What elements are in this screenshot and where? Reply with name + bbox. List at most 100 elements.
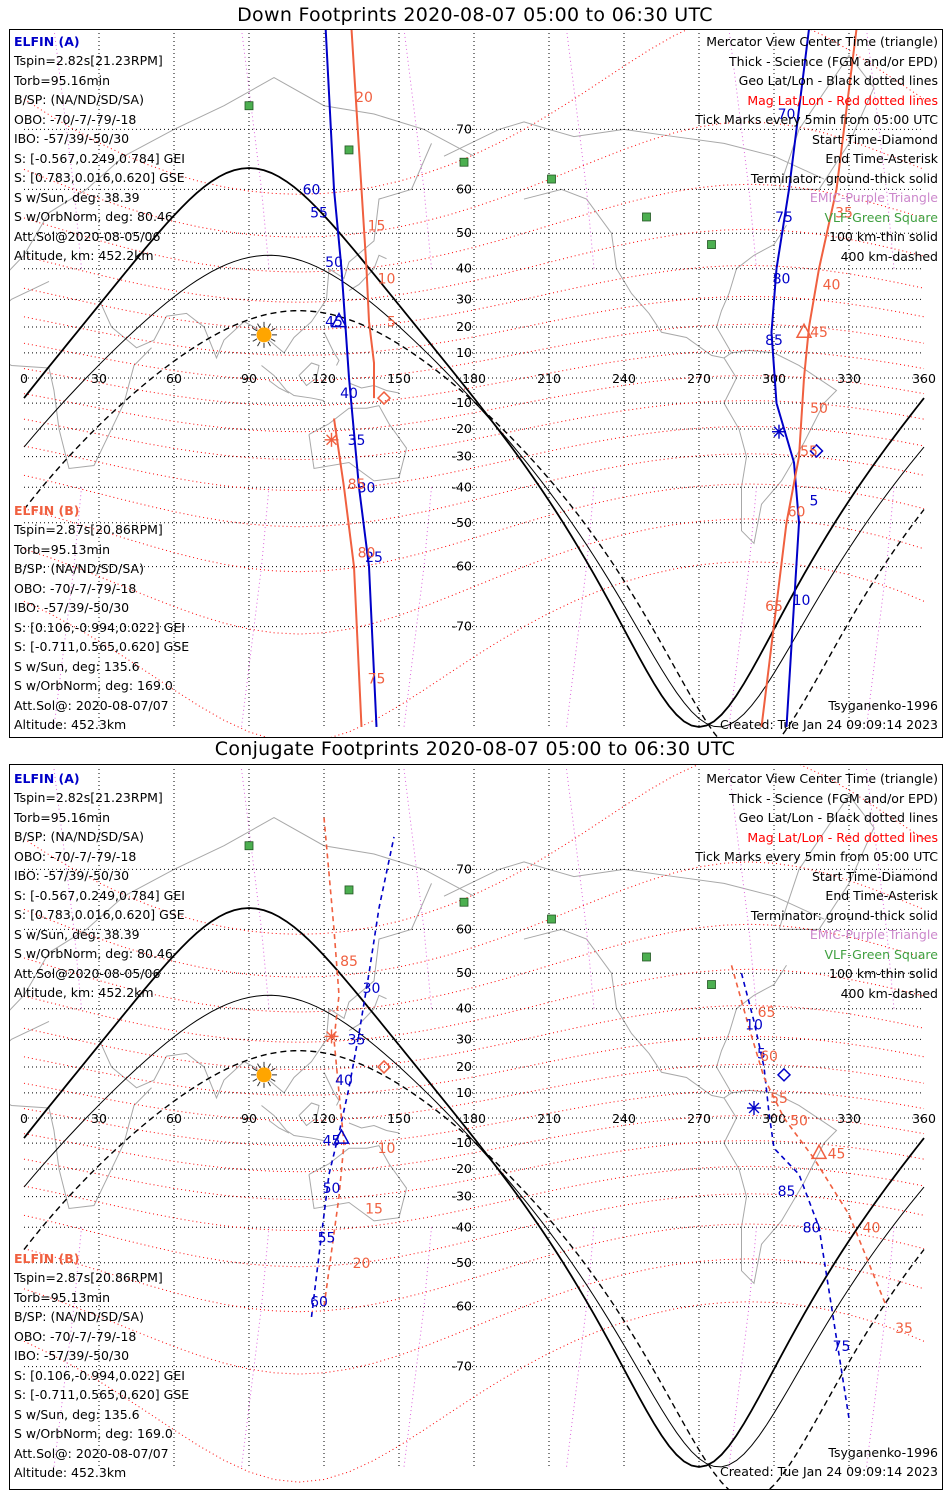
coastline bbox=[348, 994, 387, 1031]
track-time-label: 65 bbox=[765, 599, 783, 615]
lat-tick-label: 30 bbox=[456, 1031, 472, 1046]
track-time-label: 5 bbox=[757, 1046, 766, 1062]
coastline bbox=[723, 1089, 838, 1285]
vlf-station bbox=[547, 914, 556, 924]
lon-tick-label: 120 bbox=[312, 1111, 336, 1126]
lon-tick-label: 360 bbox=[912, 1111, 936, 1126]
legend-item: VLF-Green Square bbox=[824, 946, 938, 962]
lon-tick-label: 150 bbox=[387, 1111, 411, 1126]
lat-tick-label: 40 bbox=[456, 1001, 472, 1016]
lat-tick-label: -60 bbox=[452, 1299, 472, 1314]
coastline bbox=[323, 332, 340, 366]
legend-item: Mercator View Center Time (triangle) bbox=[706, 34, 938, 49]
coastline bbox=[348, 254, 387, 291]
coastline bbox=[268, 380, 290, 394]
probe-a-track bbox=[324, 30, 378, 728]
legend-item: EMIC-Purple Triangle bbox=[809, 927, 938, 942]
lat-tick-label: 60 bbox=[456, 921, 472, 936]
lat-tick-label: 40 bbox=[456, 261, 472, 276]
start-time-diamond bbox=[376, 1059, 392, 1075]
mag-grid bbox=[23, 30, 925, 737]
probe-a-name: ELFIN (A) bbox=[14, 34, 80, 49]
info-line: Att.Sol@2020-08-05/06 bbox=[14, 965, 161, 981]
mag-parallel bbox=[23, 374, 925, 433]
coastline bbox=[778, 794, 875, 930]
end-time-asterisk bbox=[324, 1029, 339, 1044]
terminator-ground bbox=[23, 907, 925, 1468]
legend-item: 400 km-dashed bbox=[840, 985, 938, 1001]
coastline bbox=[261, 365, 325, 402]
lat-tick-label: -30 bbox=[452, 1189, 472, 1204]
coastline bbox=[778, 54, 875, 190]
terminator-400km bbox=[23, 309, 925, 737]
track-time-label: 10 bbox=[378, 271, 396, 287]
track-time-label: 30 bbox=[363, 981, 381, 997]
info-line: B/SP: (NA/ND/SD/SA) bbox=[14, 92, 144, 107]
mag-parallel bbox=[23, 295, 925, 356]
track-time-label: 35 bbox=[348, 1032, 366, 1048]
lon-tick-label: 180 bbox=[462, 371, 486, 386]
model-label: Tsyganenko-1996 bbox=[828, 698, 938, 713]
info-line: S: [0.783,0.016,0.620] GSE bbox=[14, 170, 185, 185]
mag-parallel bbox=[23, 968, 925, 1043]
info-line: S: [-0.711,0.565,0.620] GSE bbox=[14, 639, 190, 654]
view-center-triangle bbox=[333, 1128, 350, 1144]
start-time-diamond bbox=[809, 443, 824, 459]
track-time-label: 85 bbox=[348, 477, 366, 493]
track-time-label: 15 bbox=[365, 1201, 383, 1217]
asterisk-stroke bbox=[773, 426, 785, 438]
mag-parallel bbox=[23, 1140, 925, 1201]
track-time-label: 55 bbox=[770, 1091, 788, 1107]
track-time-label: 75 bbox=[775, 210, 793, 226]
info-line: B/SP: (NA/ND/SD/SA) bbox=[14, 561, 144, 576]
legend-item: Thick - Science (FGM and/or EPD) bbox=[729, 53, 938, 69]
track-time-label: 75 bbox=[368, 671, 386, 687]
sun-ray bbox=[257, 1081, 261, 1087]
legend-item: Start Time-Diamond bbox=[811, 131, 938, 147]
sun-ray bbox=[270, 1078, 276, 1082]
map-canvas: 0 30 60 90 120 150 180 210 240 270 300 330 360 70 60 50… bbox=[10, 765, 936, 1489]
track-time-label: 10 bbox=[378, 1141, 396, 1157]
legend-item: 100 km-thin solid bbox=[829, 966, 938, 981]
lat-tick-label: 30 bbox=[456, 291, 472, 306]
mag-parallel bbox=[23, 400, 925, 461]
sun-ray bbox=[270, 338, 276, 342]
track-time-label: 65 bbox=[758, 1005, 776, 1021]
info-line: Torb=95.13min bbox=[14, 541, 111, 557]
sun-ray bbox=[252, 327, 258, 332]
info-line: Att.Sol@: 2020-08-07/07 bbox=[14, 1445, 169, 1461]
lon-tick-label: 180 bbox=[462, 1111, 486, 1126]
panel-title: Conjugate Footprints 2020-08-07 05:00 to… bbox=[214, 738, 736, 760]
lat-tick-label: -30 bbox=[452, 449, 472, 464]
track-time-label: 55 bbox=[318, 1230, 336, 1246]
legend-item: Tick Marks every 5min from 05:00 UTC bbox=[695, 112, 938, 127]
mag-parallel bbox=[23, 1089, 925, 1147]
lon-tick-label: 330 bbox=[837, 371, 861, 386]
track-time-label: 25 bbox=[365, 550, 383, 566]
legend-item: Mag Lat/Lon - Red dotted lines bbox=[747, 92, 938, 108]
info-line: S: [0.106,-0.994,0.022] GEI bbox=[14, 1367, 185, 1383]
end-time-asterisk bbox=[324, 432, 339, 447]
track-time-label: 60 bbox=[760, 1049, 778, 1065]
info-line: IBO: -57/39/-50/30 bbox=[14, 868, 130, 883]
info-line: IBO: -57/39/-50/30 bbox=[14, 600, 130, 615]
info-line: S w/Sun, deg: 135.6 bbox=[14, 658, 140, 674]
legend-item: 400 km-dashed bbox=[840, 248, 938, 264]
lat-tick-label: -50 bbox=[452, 515, 472, 530]
asterisk-stroke bbox=[326, 434, 337, 446]
info-line: Altitude, km: 452.2km bbox=[14, 985, 154, 1000]
coastline bbox=[323, 1072, 340, 1106]
sun-ray bbox=[267, 341, 271, 347]
lat-tick-label: -40 bbox=[452, 479, 472, 494]
coastline bbox=[10, 77, 475, 271]
mag-parallel bbox=[23, 1035, 925, 1096]
track-time-label: 85 bbox=[765, 333, 783, 349]
probe-b-track bbox=[333, 418, 363, 728]
lon-tick-label: 0 bbox=[20, 371, 28, 386]
track-time-label: 45 bbox=[325, 315, 343, 331]
lat-tick-label: 20 bbox=[456, 1059, 472, 1074]
track-time-label: 60 bbox=[788, 504, 806, 520]
lon-tick-label: 240 bbox=[612, 371, 636, 386]
mag-parallel bbox=[23, 765, 925, 935]
probe-b-name: ELFIN (B) bbox=[14, 503, 80, 518]
